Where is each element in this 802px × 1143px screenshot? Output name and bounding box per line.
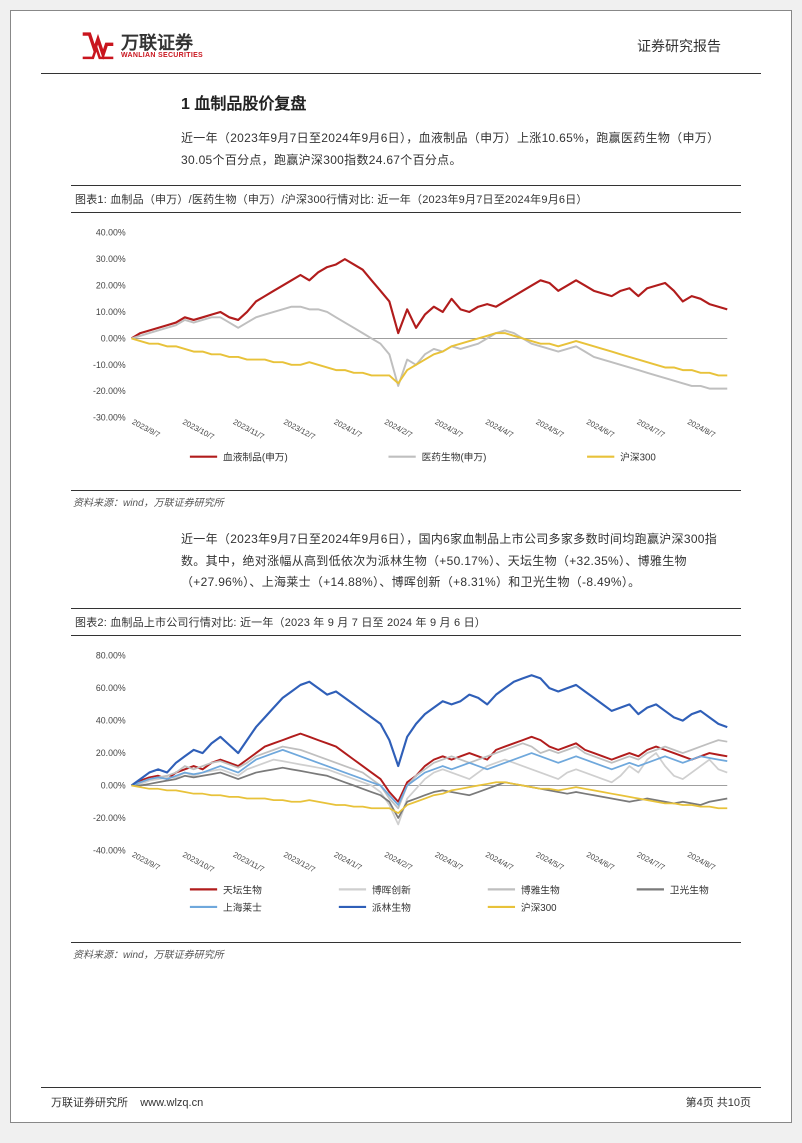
logo: 万联证券 WANLIAN SECURITIES [81,29,203,63]
page-header: 万联证券 WANLIAN SECURITIES 证券研究报告 [41,11,761,74]
page: 万联证券 WANLIAN SECURITIES 证券研究报告 1 血制品股价复盘… [10,10,792,1123]
svg-text:博雅生物: 博雅生物 [521,883,560,896]
footer-org: 万联证券研究所 [51,1097,128,1109]
figure-1: 图表1: 血制品（申万）/医药生物（申万）/沪深300行情对比: 近一年（202… [71,185,741,515]
svg-text:-30.00%: -30.00% [93,413,126,423]
report-type: 证券研究报告 [637,36,721,56]
svg-text:20.00%: 20.00% [96,281,126,291]
svg-text:2024/7/7: 2024/7/7 [635,418,666,440]
svg-text:派林生物: 派林生物 [372,901,411,914]
figure-2-chart: -40.00% -20.00% 0.00% 20.00% 40.00% 60.00% 80.… [71,636,741,943]
svg-text:卫光生物: 卫光生物 [670,883,709,896]
svg-text:2024/7/7: 2024/7/7 [635,850,666,872]
svg-text:30.00%: 30.00% [96,254,126,264]
svg-text:40.00%: 40.00% [96,715,126,725]
svg-text:2024/1/7: 2024/1/7 [332,418,363,440]
svg-text:2023/12/7: 2023/12/7 [282,418,317,442]
svg-text:上海莱士: 上海莱士 [223,901,262,914]
svg-text:2023/9/7: 2023/9/7 [131,850,162,872]
figure-2-source: 资料来源：wind，万联证券研究所 [71,943,741,967]
svg-text:-20.00%: -20.00% [93,386,126,396]
logo-icon [81,29,115,63]
svg-text:2024/6/7: 2024/6/7 [585,850,616,872]
svg-text:20.00%: 20.00% [96,748,126,758]
svg-text:-40.00%: -40.00% [93,845,126,855]
figure-1-chart: -30.00% -20.00% -10.00% 0.00% 10.00% 20.00% 30… [71,213,741,491]
svg-text:2024/5/7: 2024/5/7 [534,850,565,872]
footer-url: www.wlzq.cn [140,1097,203,1109]
logo-cn: 万联证券 [121,34,203,52]
svg-text:博晖创新: 博晖创新 [372,883,411,896]
svg-text:2023/10/7: 2023/10/7 [181,850,216,874]
svg-text:60.00%: 60.00% [96,683,126,693]
paragraph-1: 近一年（2023年9月7日至2024年9月6日），血液制品（申万）上涨10.65… [181,128,731,171]
svg-text:2023/10/7: 2023/10/7 [181,418,216,442]
svg-text:2024/5/7: 2024/5/7 [534,418,565,440]
svg-text:2024/8/7: 2024/8/7 [686,850,717,872]
svg-text:10.00%: 10.00% [96,307,126,317]
svg-text:2024/1/7: 2024/1/7 [332,850,363,872]
paragraph-2: 近一年（2023年9月7日至2024年9月6日），国内6家血制品上市公司多家多数… [181,529,731,594]
svg-text:2023/11/7: 2023/11/7 [232,850,266,874]
page-footer: 万联证券研究所 www.wlzq.cn 第4页 共10页 [41,1087,761,1122]
svg-text:80.00%: 80.00% [96,650,126,660]
svg-text:沪深300: 沪深300 [620,451,656,464]
svg-text:2024/2/7: 2024/2/7 [383,418,414,440]
logo-text: 万联证券 WANLIAN SECURITIES [121,34,203,59]
svg-text:2024/2/7: 2024/2/7 [383,850,414,872]
svg-text:天坛生物: 天坛生物 [223,883,262,896]
figure-1-title: 图表1: 血制品（申万）/医药生物（申万）/沪深300行情对比: 近一年（202… [71,185,741,213]
figure-2-title: 图表2: 血制品上市公司行情对比: 近一年（2023 年 9 月 7 日至 20… [71,608,741,636]
footer-page: 第4页 共10页 [686,1094,751,1110]
chart-1-svg: -30.00% -20.00% -10.00% 0.00% 10.00% 20.00% 30… [75,223,737,486]
svg-text:2023/11/7: 2023/11/7 [232,418,266,442]
figure-2: 图表2: 血制品上市公司行情对比: 近一年（2023 年 9 月 7 日至 20… [71,608,741,967]
svg-text:2024/8/7: 2024/8/7 [686,418,717,440]
svg-text:2023/9/7: 2023/9/7 [131,418,162,440]
svg-text:血液制品(申万): 血液制品(申万) [223,451,288,464]
svg-text:40.00%: 40.00% [96,228,126,238]
svg-text:2023/12/7: 2023/12/7 [282,850,317,874]
svg-text:0.00%: 0.00% [101,334,126,344]
svg-text:2024/6/7: 2024/6/7 [585,418,616,440]
svg-text:2024/3/7: 2024/3/7 [433,418,464,440]
chart-2-svg: -40.00% -20.00% 0.00% 20.00% 40.00% 60.00% 80.… [75,646,737,938]
figure-1-source: 资料来源：wind，万联证券研究所 [71,491,741,515]
svg-text:0.00%: 0.00% [101,780,126,790]
svg-text:医药生物(申万): 医药生物(申万) [422,451,487,464]
svg-text:-20.00%: -20.00% [93,813,126,823]
svg-text:2024/4/7: 2024/4/7 [484,850,515,872]
section-title: 1 血制品股价复盘 [181,90,731,114]
content: 1 血制品股价复盘 近一年（2023年9月7日至2024年9月6日），血液制品（… [11,74,791,967]
logo-en: WANLIAN SECURITIES [121,52,203,59]
svg-text:2024/4/7: 2024/4/7 [484,418,515,440]
svg-text:2024/3/7: 2024/3/7 [433,850,464,872]
svg-text:-10.00%: -10.00% [93,360,126,370]
svg-text:沪深300: 沪深300 [521,901,557,914]
